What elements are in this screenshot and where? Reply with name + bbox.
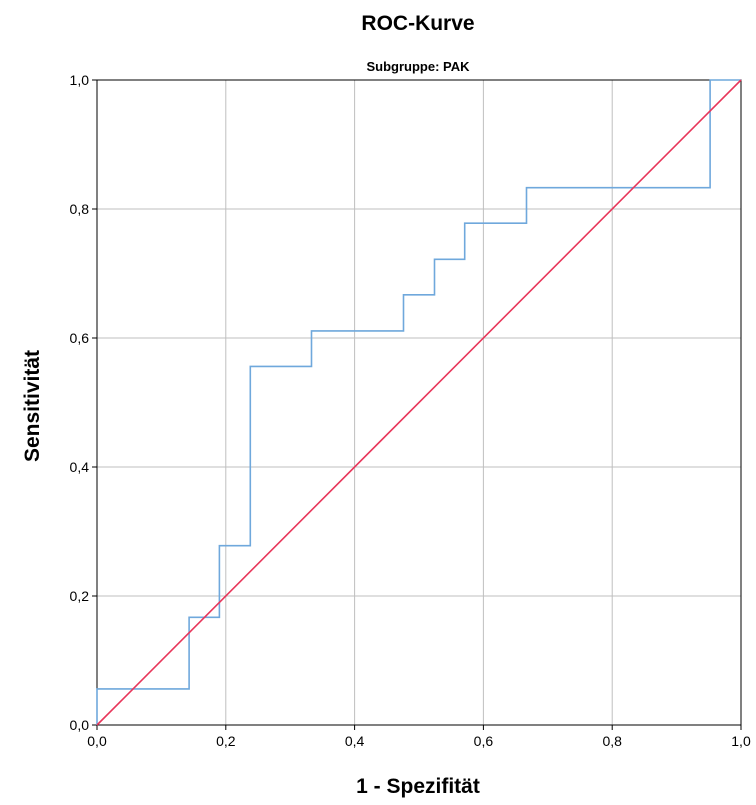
x-axis-title: 1 - Spezifität xyxy=(356,775,480,798)
y-tick-label: 0,2 xyxy=(70,588,90,604)
y-tick-label: 0,4 xyxy=(70,459,90,475)
x-tick-label: 0,0 xyxy=(87,733,107,749)
chart-title: ROC-Kurve xyxy=(361,12,474,35)
axis-ticks: 0,0 0,2 0,4 0,6 0,8 1,0 0,0 0,2 0,4 0,6 0,8 1,0 xyxy=(70,72,751,749)
y-tick-label: 0,8 xyxy=(70,201,90,217)
reference-diagonal-line xyxy=(96,79,742,726)
series-layer xyxy=(96,79,742,726)
x-tick-label: 0,6 xyxy=(474,733,494,749)
y-axis-title: Sensitivität xyxy=(21,350,44,462)
plot-area xyxy=(96,79,742,726)
x-tick-label: 1,0 xyxy=(731,733,751,749)
y-tick-label: 1,0 xyxy=(70,72,90,88)
x-tick-label: 0,2 xyxy=(216,733,236,749)
y-tick-label: 0,0 xyxy=(70,717,90,733)
x-tick-label: 0,4 xyxy=(345,733,365,749)
x-tick-label: 0,8 xyxy=(602,733,622,749)
y-tick-label: 0,6 xyxy=(70,330,90,346)
roc-curve-line xyxy=(96,79,741,725)
chart-subtitle: Subgruppe: PAK xyxy=(366,59,470,74)
